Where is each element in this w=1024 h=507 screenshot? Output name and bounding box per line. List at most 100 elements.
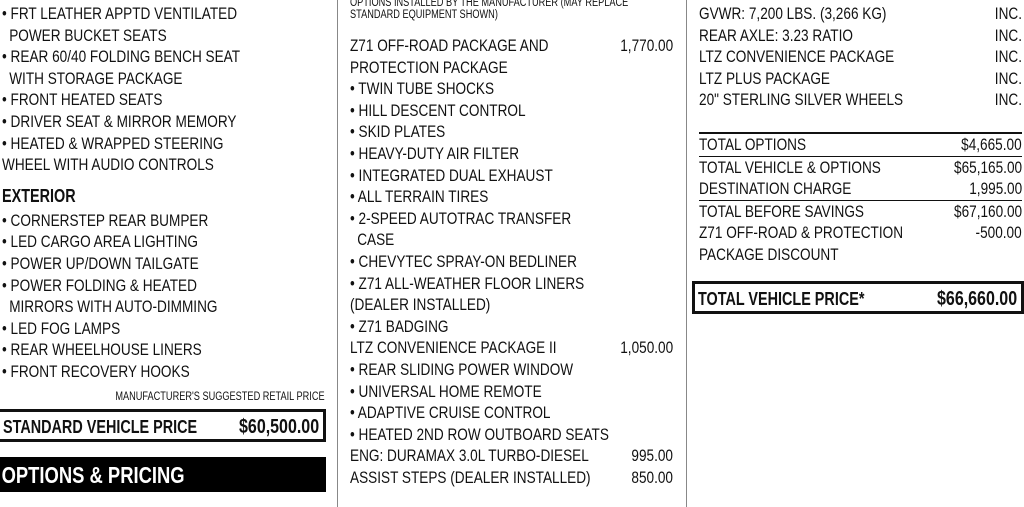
equipment-item: MIRRORS WITH AUTO-DIMMING: [2, 296, 326, 318]
spec-row-text: REAR AXLE: 3.23 RATIO: [699, 25, 853, 45]
equipment-item-text: WITH STORAGE PACKAGE: [9, 68, 183, 88]
total-row: DESTINATION CHARGE 1,995.00: [699, 178, 1022, 201]
spec-row-value: INC.: [994, 90, 1022, 110]
specs-list: GVWR: 7,200 LBS. (3,266 KG) INC. REAR AXLE…: [699, 3, 1022, 111]
option-row-text: ASSIST STEPS (DEALER INSTALLED): [350, 467, 591, 487]
bullet-icon: •: [2, 232, 11, 252]
spec-row-value: INC.: [994, 4, 1022, 23]
standard-vehicle-price-box: STANDARD VEHICLE PRICE $60,500.00: [0, 409, 326, 442]
equipment-item-text: • REAR 60/40 FOLDING BENCH SEAT: [2, 47, 241, 67]
equipment-item-text: • POWER FOLDING & HEATED: [2, 275, 197, 295]
option-row-value: 995.00: [631, 446, 673, 466]
option-row-text: PROTECTION PACKAGE: [350, 57, 508, 77]
spec-row-value: INC.: [994, 68, 1022, 88]
option-row: • HEATED 2ND ROW OUTBOARD SEATS: [350, 424, 673, 446]
option-row: PROTECTION PACKAGE: [350, 57, 673, 79]
option-row-text: • SKID PLATES: [350, 122, 446, 142]
total-row: Z71 OFF-ROAD & PROTECTION -500.00: [699, 222, 1022, 244]
total-price-label: TOTAL VEHICLE PRICE*: [698, 289, 865, 309]
options-pricing-heading: OPTIONS & PRICING: [0, 457, 326, 492]
bullet-icon: •: [2, 4, 11, 23]
spec-row-value: INC.: [994, 25, 1022, 45]
option-row-value: 1,050.00: [620, 338, 673, 358]
spec-row: LTZ CONVENIENCE PACKAGE INC.: [699, 46, 1022, 68]
options-header: OPTIONS INSTALLED BY THE MANUFACTURER (M…: [350, 0, 629, 21]
total-row-value: $67,160.00: [953, 201, 1022, 221]
option-row: • INTEGRATED DUAL EXHAUST: [350, 165, 673, 187]
option-row-text: CASE: [357, 230, 395, 250]
equipment-item-text: WHEEL WITH AUDIO CONTROLS: [2, 155, 214, 175]
bullet-icon: •: [2, 133, 11, 153]
bullet-icon: •: [2, 47, 11, 67]
option-row-value: 850.00: [631, 467, 673, 487]
total-row-value: $4,665.00: [961, 134, 1022, 154]
equipment-item: • REAR WHEELHOUSE LINERS: [2, 339, 326, 361]
spec-row: 20" STERLING SILVER WHEELS INC.: [699, 89, 1022, 111]
total-row: TOTAL BEFORE SAVINGS $67,160.00: [699, 201, 1022, 223]
equipment-item: • FRT LEATHER APPTD VENTILATED: [2, 3, 326, 25]
options-column: OPTIONS INSTALLED BY THE MANUFACTURER (M…: [350, 0, 673, 488]
exterior-list: • CORNERSTEP REAR BUMPER • LED CARGO AREA…: [2, 210, 326, 383]
equipment-item: • HEATED & WRAPPED STEERING: [2, 133, 326, 155]
option-row-text: • ALL TERRAIN TIRES: [350, 187, 489, 207]
equipment-item-text: POWER BUCKET SEATS: [9, 25, 167, 45]
option-row: ENG: DURAMAX 3.0L TURBO-DIESEL 995.00: [350, 445, 673, 467]
total-row: PACKAGE DISCOUNT: [699, 244, 1022, 266]
option-row-text: • HILL DESCENT CONTROL: [350, 100, 526, 120]
msrp-label: MANUFACTURER'S SUGGESTED RETAIL PRICE: [115, 391, 325, 403]
equipment-item: • POWER UP/DOWN TAILGATE: [2, 253, 326, 275]
standard-price-value: $60,500.00: [238, 416, 319, 438]
spec-row-text: 20" STERLING SILVER WHEELS: [699, 90, 904, 110]
option-row: • ALL TERRAIN TIRES: [350, 186, 673, 208]
option-row: LTZ CONVENIENCE PACKAGE II 1,050.00: [350, 337, 673, 359]
spec-row: GVWR: 7,200 LBS. (3,266 KG) INC.: [699, 3, 1022, 25]
equipment-item: • LED FOG LAMPS: [2, 318, 326, 340]
standard-price-label: STANDARD VEHICLE PRICE: [3, 417, 198, 437]
option-row-text: • ADAPTIVE CRUISE CONTROL: [350, 403, 551, 423]
total-row-text: PACKAGE DISCOUNT: [699, 244, 839, 264]
option-row-text: Z71 OFF-ROAD PACKAGE AND: [350, 36, 549, 55]
equipment-item-text: • REAR WHEELHOUSE LINERS: [2, 340, 202, 360]
option-row-text: • INTEGRATED DUAL EXHAUST: [350, 165, 553, 185]
option-row-value: 1,770.00: [620, 36, 673, 55]
option-row-text: • REAR SLIDING POWER WINDOW: [350, 359, 574, 379]
option-row: CASE: [350, 229, 673, 251]
equipment-item-text: • LED FOG LAMPS: [2, 318, 121, 338]
option-row: Z71 OFF-ROAD PACKAGE AND 1,770.00: [350, 35, 673, 57]
option-row: (DEALER INSTALLED): [350, 294, 673, 316]
bullet-icon: •: [2, 361, 11, 381]
equipment-item-text: MIRRORS WITH AUTO-DIMMING: [9, 297, 218, 317]
total-row-text: TOTAL BEFORE SAVINGS: [699, 201, 864, 221]
option-row: • TWIN TUBE SHOCKS: [350, 78, 673, 100]
spec-row-text: LTZ PLUS PACKAGE: [699, 68, 830, 88]
option-row-text: • Z71 ALL-WEATHER FLOOR LINERS: [350, 273, 585, 293]
total-row-value: -500.00: [975, 223, 1022, 243]
equipment-item: WHEEL WITH AUDIO CONTROLS: [2, 154, 326, 176]
equipment-item: • POWER FOLDING & HEATED: [2, 275, 326, 297]
bullet-icon: •: [2, 253, 11, 273]
column-divider: [686, 0, 687, 507]
equipment-item-text: • FRT LEATHER APPTD VENTILATED: [2, 4, 238, 23]
option-row-text: LTZ CONVENIENCE PACKAGE II: [350, 338, 557, 358]
equipment-item: • DRIVER SEAT & MIRROR MEMORY: [2, 111, 326, 133]
equipment-item-text: • DRIVER SEAT & MIRROR MEMORY: [2, 111, 237, 131]
option-row: • 2-SPEED AUTOTRAC TRANSFER: [350, 208, 673, 230]
equipment-item-text: • HEATED & WRAPPED STEERING: [2, 133, 224, 153]
option-row: • Z71 BADGING: [350, 316, 673, 338]
standard-equipment-column: • FRT LEATHER APPTD VENTILATED POWER BUCK…: [2, 3, 326, 383]
bullet-icon: •: [2, 275, 11, 295]
equipment-item-text: • POWER UP/DOWN TAILGATE: [2, 253, 199, 273]
equipment-item: POWER BUCKET SEATS: [2, 25, 326, 47]
option-row: • CHEVYTEC SPRAY-ON BEDLINER: [350, 251, 673, 273]
bullet-icon: •: [2, 111, 11, 131]
option-row-text: ENG: DURAMAX 3.0L TURBO-DIESEL: [350, 446, 589, 466]
equipment-item-text: • FRONT RECOVERY HOOKS: [2, 361, 190, 381]
options-list: Z71 OFF-ROAD PACKAGE AND 1,770.00 PROTECTI…: [350, 35, 673, 488]
spec-row-value: INC.: [994, 47, 1022, 67]
option-row: • UNIVERSAL HOME REMOTE: [350, 381, 673, 403]
pricing-column: GVWR: 7,200 LBS. (3,266 KG) INC. REAR AXLE…: [699, 3, 1022, 266]
equipment-item: • FRONT HEATED SEATS: [2, 89, 326, 111]
option-row: • ADAPTIVE CRUISE CONTROL: [350, 402, 673, 424]
option-row: • HILL DESCENT CONTROL: [350, 100, 673, 122]
equipment-item: • CORNERSTEP REAR BUMPER: [2, 210, 326, 232]
